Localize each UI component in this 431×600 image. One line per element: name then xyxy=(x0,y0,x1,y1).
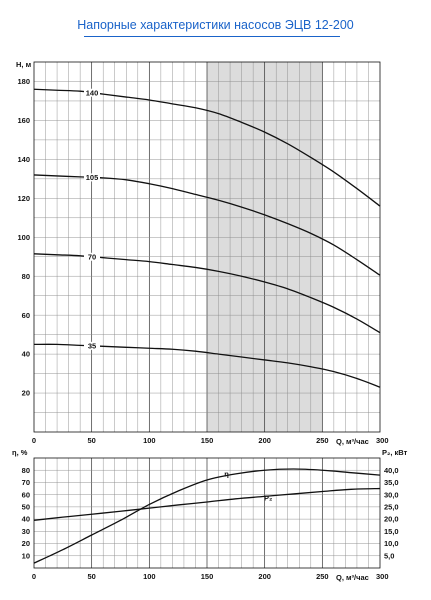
head-x-tick-label: 150 xyxy=(201,436,214,445)
efficiency-curve xyxy=(33,468,381,564)
curve-label-bg xyxy=(84,88,100,97)
head-y-tick-label: 160 xyxy=(17,116,30,125)
head-y-tick-label: 180 xyxy=(17,77,30,86)
head-curve-label: 70 xyxy=(88,252,96,261)
head-y-tick-label: 40 xyxy=(22,350,30,359)
efficiency-power-chart: 0 50 100 150 200 250 300 10 20 30 40 50 60 70 80 5,0 10,… xyxy=(12,448,408,582)
efficiency-y-tick-label: 80 xyxy=(22,466,30,475)
power-y-tick-label: 20,0 xyxy=(384,515,399,524)
chart-title: Напорные характеристики насосов ЭЦВ 12-2… xyxy=(77,18,354,32)
curve-label-bg xyxy=(84,252,100,261)
power-curve-label: P₂ xyxy=(264,494,272,503)
efficiency-x-tick-label: 50 xyxy=(87,572,95,581)
efficiency-x-tick-label: 300 xyxy=(376,572,389,581)
power-y-tick-label: 5,0 xyxy=(384,551,394,560)
head-x-tick-label: 50 xyxy=(87,436,95,445)
power-y-axis-label: P₂, кВт xyxy=(382,448,408,457)
power-y-tick-label: 15,0 xyxy=(384,527,399,536)
head-chart-frame xyxy=(33,61,381,433)
power-y-tick-label: 35,0 xyxy=(384,478,399,487)
title-underline xyxy=(84,36,340,37)
efficiency-y-tick-label: 70 xyxy=(22,478,30,487)
efficiency-y-tick-label: 60 xyxy=(22,490,30,499)
head-tick-labels: 0 50 100 150 200 250 300 20 40 60 80 100 120 140 160 18… xyxy=(17,77,388,445)
efficiency-y-tick-label: 30 xyxy=(22,527,30,536)
head-x-tick-label: 300 xyxy=(376,436,389,445)
head-y-axis-label: H, м xyxy=(16,60,32,69)
head-y-tick-label: 20 xyxy=(22,389,30,398)
efficiency-y-tick-label: 40 xyxy=(22,515,30,524)
power-y-tick-label: 30,0 xyxy=(384,490,399,499)
efficiency-tick-labels: 0 50 100 150 200 250 300 10 20 30 40 50 60 70 80 5,0 10,… xyxy=(22,466,399,581)
efficiency-x-tick-label: 150 xyxy=(201,572,214,581)
efficiency-y-tick-label: 10 xyxy=(22,551,30,560)
efficiency-chart-frame xyxy=(33,457,381,569)
efficiency-y-axis-label: η, % xyxy=(12,448,28,457)
head-x-tick-label: 0 xyxy=(32,436,36,445)
head-curve-label: 140 xyxy=(86,88,99,97)
head-x-tick-label: 250 xyxy=(316,436,329,445)
efficiency-x-tick-label: 250 xyxy=(316,572,329,581)
head-curves: 140 105 70 35 xyxy=(33,88,381,388)
head-curve-label: 105 xyxy=(86,173,99,182)
power-curve xyxy=(33,487,381,521)
power-y-tick-label: 40,0 xyxy=(384,466,399,475)
head-x-tick-label: 200 xyxy=(258,436,271,445)
head-x-axis-label: Q, м³/час xyxy=(336,437,369,446)
efficiency-x-tick-label: 200 xyxy=(258,572,271,581)
head-y-tick-label: 140 xyxy=(17,155,30,164)
head-y-tick-label: 100 xyxy=(17,233,30,242)
efficiency-curve-label: η xyxy=(224,469,229,478)
efficiency-x-tick-label: 100 xyxy=(143,572,156,581)
curve-label-bg xyxy=(84,173,100,182)
power-y-tick-label: 10,0 xyxy=(384,539,399,548)
head-chart: 0 50 100 150 200 250 300 20 40 60 80 100 120 140 160 18… xyxy=(16,60,389,446)
efficiency-y-tick-label: 20 xyxy=(22,539,30,548)
head-y-tick-label: 80 xyxy=(22,272,30,281)
head-grid xyxy=(34,62,380,432)
head-y-tick-label: 60 xyxy=(22,311,30,320)
efficiency-grid xyxy=(34,458,380,568)
curve-label-bg xyxy=(84,341,100,350)
efficiency-power-curves: η P₂ xyxy=(33,468,381,564)
efficiency-y-tick-label: 50 xyxy=(22,502,30,511)
efficiency-x-tick-label: 0 xyxy=(32,572,36,581)
efficiency-x-axis-label: Q, м³/час xyxy=(336,573,369,582)
head-curve-label: 35 xyxy=(88,342,96,351)
head-y-tick-label: 120 xyxy=(17,194,30,203)
head-x-tick-label: 100 xyxy=(143,436,156,445)
power-y-tick-label: 25,0 xyxy=(384,502,399,511)
